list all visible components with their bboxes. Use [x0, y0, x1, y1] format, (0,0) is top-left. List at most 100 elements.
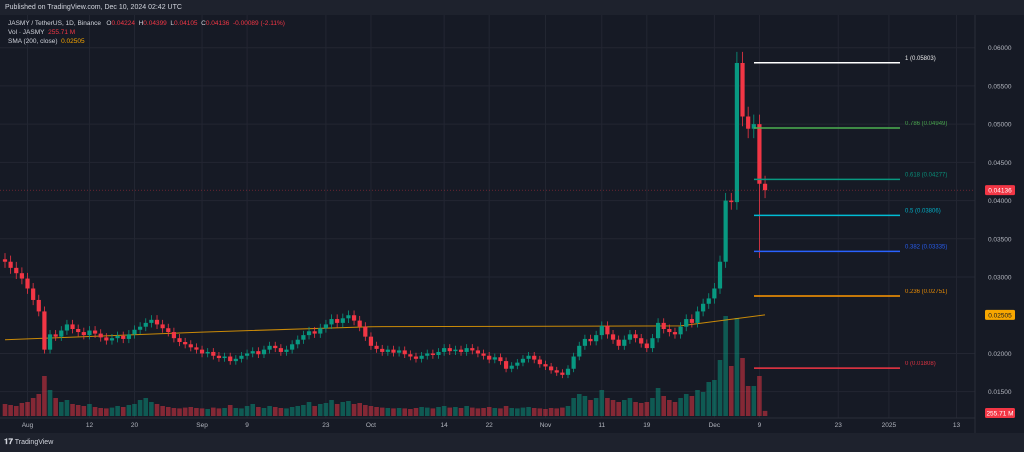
candle-body [329, 319, 334, 325]
volume-bar [154, 404, 160, 416]
candle-body [194, 347, 199, 350]
candle-body [306, 331, 312, 336]
candle-body [689, 319, 694, 323]
volume-bar [492, 408, 498, 416]
candle-body [301, 335, 306, 340]
x-tick-label: Oct [366, 422, 376, 429]
candle-body [481, 353, 486, 356]
low-label: L [170, 20, 175, 27]
candle-body [734, 62, 739, 203]
volume-badge-bg [985, 408, 1015, 418]
candle-body [222, 356, 227, 359]
candle-body [616, 339, 621, 346]
volume-bar [689, 396, 695, 416]
candle-body [171, 332, 176, 339]
volume-bar [256, 407, 261, 416]
candle-body [92, 330, 98, 334]
volume-bar [267, 406, 272, 416]
volume-bar [92, 407, 98, 416]
candle-body [351, 315, 357, 321]
volume-bar [216, 408, 222, 416]
volume-bar [469, 407, 475, 416]
volume-bar [481, 408, 486, 416]
sma-label[interactable]: SMA (200, close) [8, 38, 58, 45]
volume-bar [728, 366, 734, 416]
candle-body [425, 353, 430, 356]
volume-bar [199, 408, 205, 416]
symbol-title[interactable]: JASMY / TetherUS, 1D, Binance [8, 20, 101, 27]
x-tick-label: Aug [22, 422, 34, 429]
sma-row: SMA (200, close) 0.02505 [8, 37, 285, 46]
candle-body [284, 349, 289, 352]
candle-body [515, 362, 520, 366]
volume-bar [87, 404, 92, 416]
volume-label[interactable]: Vol · JASMY [8, 29, 45, 36]
low-value: 0.04105 [174, 20, 198, 27]
volume-bar [363, 405, 368, 416]
candle-body [650, 338, 655, 349]
volume-bar [323, 403, 329, 416]
change-value: -0.00089 (-2.11%) [233, 20, 285, 27]
candle-body [205, 351, 210, 354]
volume-bar [582, 396, 588, 416]
volume-bar [284, 408, 289, 416]
volume-bar [42, 376, 47, 416]
volume-bar [560, 407, 565, 416]
fib-level-label: 1 (0.05803) [905, 56, 936, 62]
candle-body [554, 370, 559, 373]
candlestick-chart[interactable]: 0.06000 0.05500 0.05000 0.04500 0.04000 0.035… [0, 15, 1024, 433]
volume-bar [306, 402, 312, 416]
published-text: Published on TradingView.com, Dec 10, 20… [5, 4, 182, 11]
volume-bar [509, 408, 514, 416]
candle-body [14, 267, 19, 274]
volume-bar [222, 408, 227, 416]
candle-body [391, 349, 396, 353]
volume-bar [36, 394, 42, 416]
candle-body [31, 288, 36, 300]
candle-body [295, 339, 300, 345]
y-tick-label: 0.02000 [988, 351, 1012, 358]
volume-bar [408, 409, 413, 416]
volume-bar [334, 404, 340, 416]
candle-body [368, 336, 374, 346]
volume-bar [2, 404, 8, 416]
candle-body [267, 345, 272, 350]
candle-body [430, 353, 435, 355]
candle-body [532, 355, 537, 360]
candle-body [684, 319, 689, 327]
candle-body [121, 335, 126, 339]
chart-pane[interactable]: 0.06000 0.05500 0.05000 0.04500 0.04000 0.035… [0, 15, 1024, 433]
candle-body [104, 337, 109, 341]
sma-value: 0.02505 [61, 38, 85, 45]
x-tick-label: 22 [486, 422, 494, 429]
volume-bar [8, 405, 13, 416]
candle-body [701, 303, 706, 312]
candle-body [639, 338, 644, 344]
volume-bar [700, 392, 706, 416]
volume-bar [244, 406, 250, 416]
candle-body [419, 355, 424, 359]
volume-bar [64, 400, 70, 416]
candle-body [458, 349, 464, 352]
current-price-badge-bg [985, 185, 1015, 196]
volume-bar [712, 380, 717, 416]
candle-body [47, 334, 53, 350]
x-tick-label: Nov [540, 422, 552, 429]
volume-bar [430, 408, 436, 416]
candle-body [76, 328, 81, 333]
volume-bar [385, 408, 391, 416]
candle-body [447, 348, 452, 352]
symbol-row: JASMY / TetherUS, 1D, Binance O0.04224 H… [8, 19, 285, 28]
y-tick-label: 0.04500 [988, 160, 1012, 167]
high-label: H [138, 20, 144, 27]
candle-body [183, 341, 188, 345]
candle-body [318, 328, 323, 334]
volume-badge: 255.71 M [986, 411, 1013, 418]
candle-body [250, 351, 255, 354]
volume-bar [137, 400, 143, 416]
candle-body [470, 348, 475, 351]
chart-legend: JASMY / TetherUS, 1D, Binance O0.04224 H… [8, 19, 285, 46]
volume-bar [486, 407, 492, 416]
volume-bar [424, 407, 430, 416]
tradingview-logo[interactable]: TradingView [14, 439, 54, 446]
